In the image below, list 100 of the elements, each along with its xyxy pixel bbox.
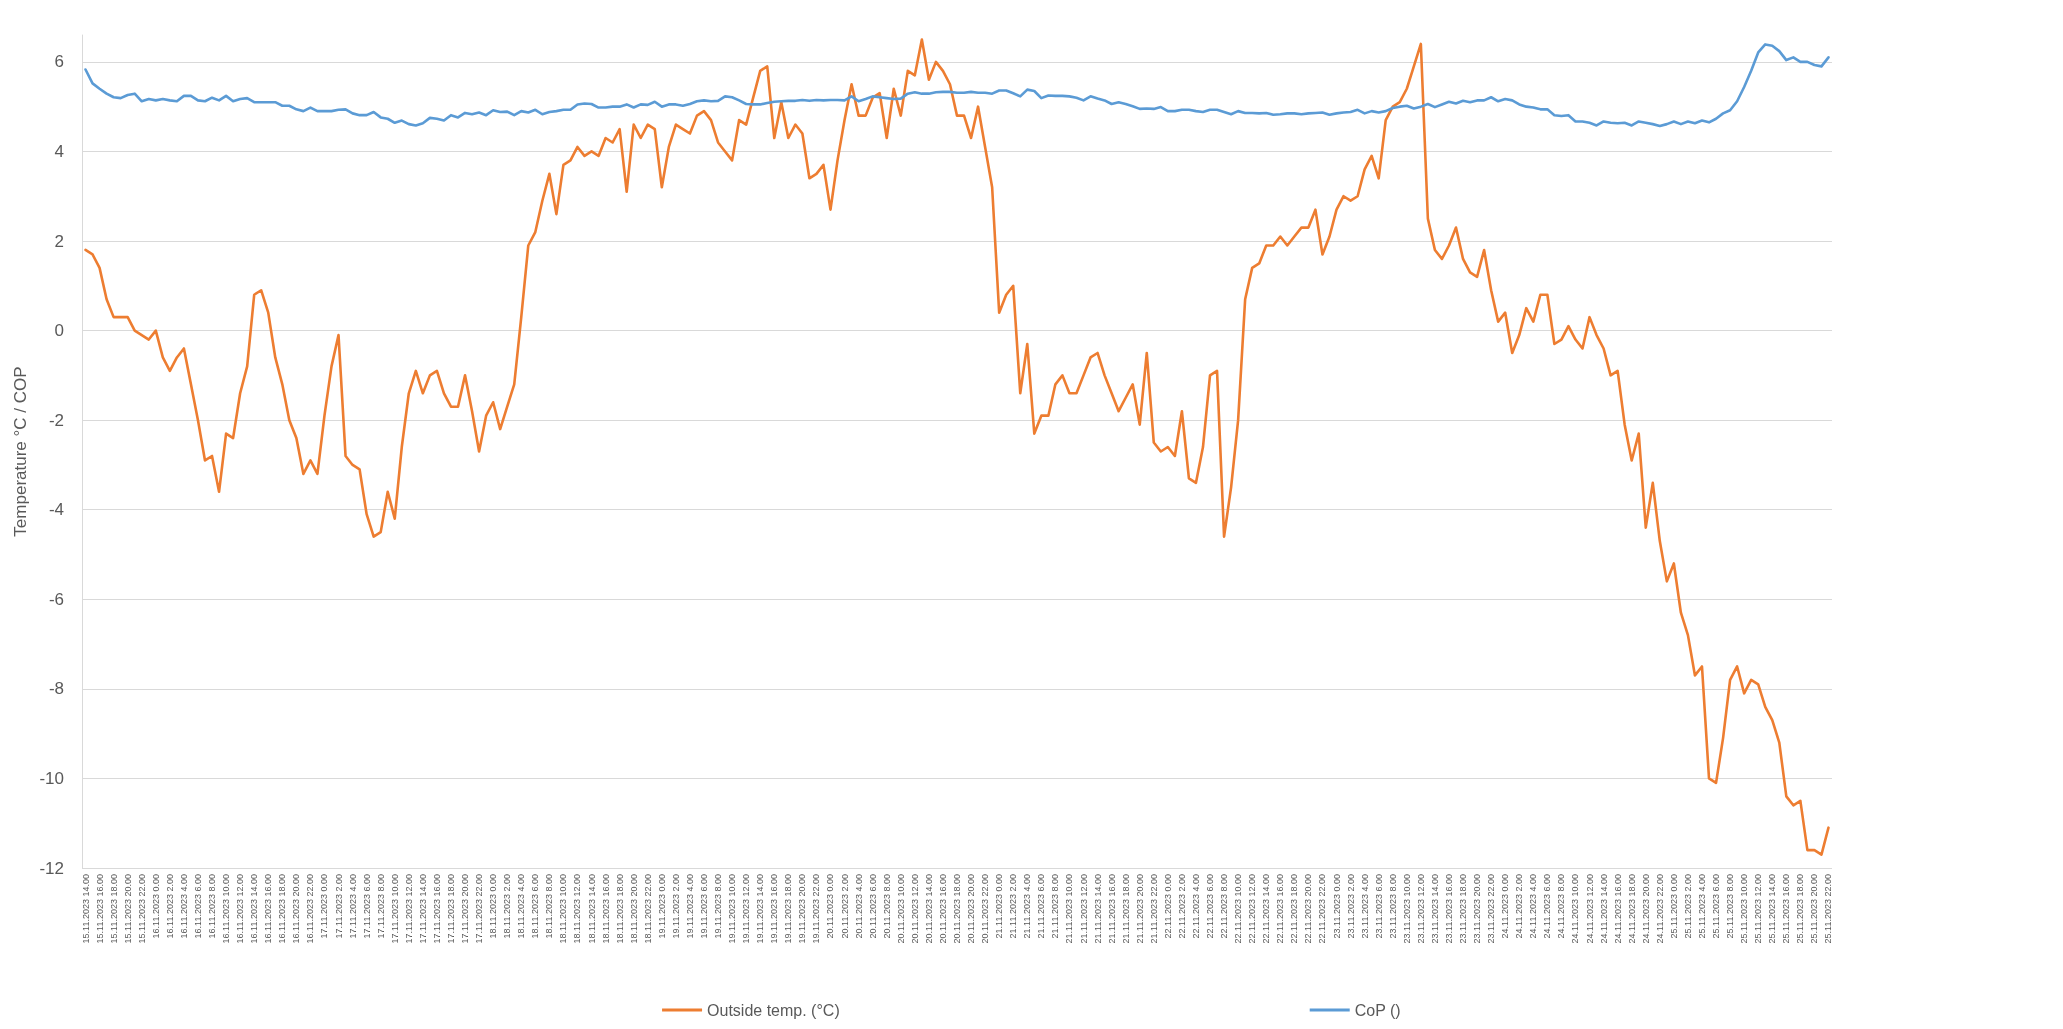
- x-tick-label: 18.11.2023 18.00: [614, 874, 625, 944]
- y-tick-label: 0: [54, 321, 64, 341]
- x-tick-label: 23.11.2023 10.00: [1401, 874, 1412, 944]
- x-tick-label: 25.11.2023 6.00: [1711, 874, 1722, 939]
- x-tick-label: 24.11.2023 20.00: [1640, 874, 1651, 944]
- x-tick-label: 15.11.2023 16.00: [94, 874, 105, 944]
- legend-label: Outside temp. (°C): [707, 1001, 840, 1019]
- x-tick-label: 17.11.2023 18.00: [445, 874, 456, 944]
- x-tick-label: 21.11.2023 22.00: [1148, 874, 1159, 944]
- x-tick-label: 23.11.2023 8.00: [1387, 874, 1398, 939]
- x-tick-label: 15.11.2023 18.00: [108, 874, 119, 944]
- x-tick-label: 16.11.2023 8.00: [207, 874, 218, 939]
- x-tick-label: 19.11.2023 16.00: [769, 874, 780, 944]
- x-tick-label: 16.11.2023 20.00: [291, 874, 302, 944]
- x-tick-label: 24.11.2023 2.00: [1514, 874, 1525, 939]
- y-tick-label: -10: [39, 768, 64, 788]
- x-tick-label: 25.11.2023 16.00: [1781, 874, 1792, 944]
- x-tick-label: 24.11.2023 10.00: [1570, 874, 1581, 944]
- x-tick-label: 25.11.2023 14.00: [1767, 874, 1778, 944]
- x-tick-label: 16.11.2023 2.00: [164, 874, 175, 939]
- x-tick-label: 18.11.2023 14.00: [586, 874, 597, 944]
- x-tick-label: 16.11.2023 12.00: [235, 874, 246, 944]
- x-tick-label: 18.11.2023 22.00: [642, 874, 653, 944]
- y-tick-label: 6: [54, 52, 64, 72]
- x-tick-label: 24.11.2023 8.00: [1556, 874, 1567, 939]
- x-tick-label: 23.11.2023 14.00: [1429, 874, 1440, 944]
- x-tick-label: 18.11.2023 0.00: [488, 874, 499, 939]
- line-series: [84, 38, 1830, 856]
- x-tick-label: 20.11.2023 14.00: [923, 874, 934, 944]
- x-tick-label: 19.11.2023 10.00: [727, 874, 738, 944]
- x-tick-label: 21.11.2023 6.00: [1036, 874, 1047, 939]
- x-tick-label: 21.11.2023 2.00: [1008, 874, 1019, 939]
- x-tick-label: 20.11.2023 8.00: [881, 874, 892, 939]
- x-tick-label: 19.11.2023 8.00: [713, 874, 724, 939]
- y-tick-label: -6: [48, 589, 64, 609]
- x-tick-label: 17.11.2023 22.00: [474, 874, 485, 944]
- x-tick-label: 19.11.2023 6.00: [698, 874, 709, 939]
- x-tick-label: 24.11.2023 18.00: [1626, 874, 1637, 944]
- x-tick-label: 25.11.2023 0.00: [1668, 874, 1679, 939]
- x-tick-label: 18.11.2023 12.00: [572, 874, 583, 944]
- x-tick-label: 25.11.2023 20.00: [1809, 874, 1820, 944]
- x-tick-label: 18.11.2023 16.00: [600, 874, 611, 944]
- x-tick-label: 19.11.2023 2.00: [670, 874, 681, 939]
- x-tick-label: 22.11.2023 10.00: [1233, 874, 1244, 944]
- x-tick-label: 23.11.2023 16.00: [1443, 874, 1454, 944]
- x-tick-label: 19.11.2023 14.00: [755, 874, 766, 944]
- x-tick-label: 15.11.2023 22.00: [136, 874, 147, 944]
- x-tick-label: 17.11.2023 0.00: [319, 874, 330, 939]
- x-tick-label: 21.11.2023 12.00: [1078, 874, 1089, 944]
- x-tick-label: 23.11.2023 2.00: [1345, 874, 1356, 939]
- x-tick-label: 22.11.2023 20.00: [1303, 874, 1314, 944]
- y-axis-title: Temperature °C / COP: [10, 366, 30, 537]
- x-tick-label: 20.11.2023 2.00: [839, 874, 850, 939]
- x-tick-label: 24.11.2023 12.00: [1584, 874, 1595, 944]
- x-tick-label: 21.11.2023 14.00: [1092, 874, 1103, 944]
- x-tick-label: 20.11.2023 16.00: [937, 874, 948, 944]
- x-tick-label: 20.11.2023 0.00: [825, 874, 836, 939]
- y-tick-label: -4: [48, 500, 64, 520]
- x-tick-label: 18.11.2023 10.00: [558, 874, 569, 944]
- x-tick-label: 25.11.2023 10.00: [1739, 874, 1750, 944]
- x-tick-label: 18.11.2023 2.00: [502, 874, 513, 939]
- x-tick-label: 25.11.2023 12.00: [1753, 874, 1764, 944]
- x-tick-label: 17.11.2023 12.00: [403, 874, 414, 944]
- x-tick-label: 17.11.2023 10.00: [389, 874, 400, 944]
- x-tick-label: 23.11.2023 4.00: [1359, 874, 1370, 939]
- x-tick-label: 16.11.2023 0.00: [150, 874, 161, 939]
- x-tick-label: 18.11.2023 6.00: [530, 874, 541, 939]
- line-series: [84, 43, 1830, 128]
- x-tick-label: 21.11.2023 8.00: [1050, 874, 1061, 939]
- x-tick-label: 22.11.2023 6.00: [1205, 874, 1216, 939]
- x-tick-label: 20.11.2023 20.00: [966, 874, 977, 944]
- x-tick-label: 22.11.2023 8.00: [1219, 874, 1230, 939]
- x-tick-label: 20.11.2023 4.00: [853, 874, 864, 939]
- y-tick-label: -12: [39, 858, 64, 878]
- x-tick-label: 21.11.2023 18.00: [1120, 874, 1131, 944]
- x-tick-label: 20.11.2023 22.00: [980, 874, 991, 944]
- x-tick-label: 23.11.2023 6.00: [1373, 874, 1384, 939]
- x-tick-label: 23.11.2023 12.00: [1415, 874, 1426, 944]
- x-tick-label: 20.11.2023 6.00: [867, 874, 878, 939]
- x-tick-label: 24.11.2023 0.00: [1500, 874, 1511, 939]
- x-tick-label: 23.11.2023 0.00: [1331, 874, 1342, 939]
- x-tick-label: 18.11.2023 4.00: [516, 874, 527, 939]
- x-tick-label: 22.11.2023 2.00: [1176, 874, 1187, 939]
- x-tick-label: 24.11.2023 22.00: [1654, 874, 1665, 944]
- x-tick-label: 19.11.2023 12.00: [741, 874, 752, 944]
- x-tick-label: 20.11.2023 18.00: [952, 874, 962, 944]
- x-tick-label: 19.11.2023 4.00: [684, 874, 695, 939]
- x-tick-label: 25.11.2023 8.00: [1725, 874, 1736, 939]
- x-tick-label: 22.11.2023 16.00: [1275, 874, 1286, 944]
- x-tick-label: 22.11.2023 22.00: [1317, 874, 1328, 944]
- x-tick-label: 19.11.2023 18.00: [783, 874, 794, 944]
- legend-label: CoP (): [1354, 1001, 1401, 1019]
- x-tick-label: 25.11.2023 2.00: [1682, 874, 1693, 939]
- x-tick-label: 23.11.2023 18.00: [1458, 874, 1469, 944]
- x-tick-label: 21.11.2023 20.00: [1134, 874, 1145, 944]
- y-tick-label: -2: [48, 410, 64, 430]
- x-tick-label: 22.11.2023 4.00: [1190, 874, 1201, 939]
- x-tick-label: 22.11.2023 18.00: [1289, 874, 1300, 944]
- x-tick-label: 15.11.2023 20.00: [122, 874, 133, 944]
- x-tick-label: 21.11.2023 0.00: [994, 874, 1005, 939]
